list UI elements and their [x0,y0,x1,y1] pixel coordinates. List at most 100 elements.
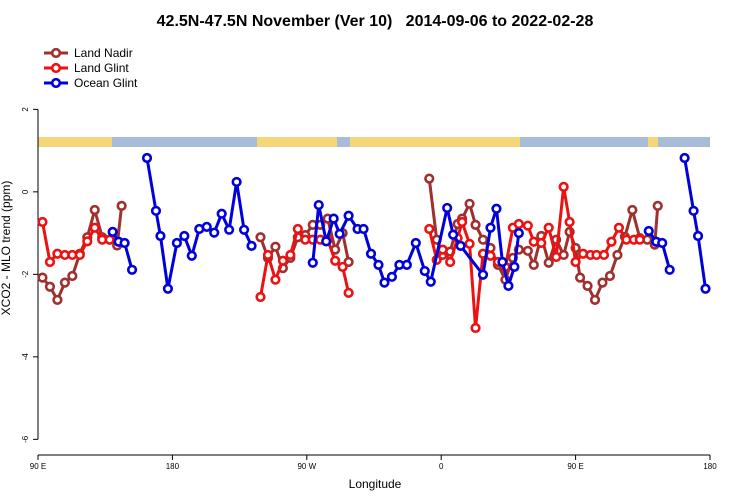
data-point [270,274,281,285]
data-point [150,205,162,216]
data-point [343,210,354,221]
data-point [464,238,475,249]
data-point [379,277,390,288]
data-point [321,236,332,247]
data-point [255,291,266,303]
data-point [457,216,468,228]
data-point [231,176,242,188]
data-point [358,223,369,235]
data-point [522,245,533,256]
data-point [155,230,166,242]
data-point [477,234,489,245]
legend-marker [50,62,62,74]
data-point [89,204,100,216]
data-point [107,226,118,237]
data-point [328,213,339,224]
data-point [606,236,617,247]
data-point [558,181,569,192]
data-point [209,227,220,238]
data-point [442,202,453,214]
data-point [509,261,520,273]
data-point [437,244,448,255]
data-point [700,283,711,294]
data-point [445,256,456,268]
data-point [582,280,593,291]
data-point [82,236,93,247]
data-point [179,230,190,242]
data-point [470,219,481,230]
data-point [424,173,435,184]
data-point [67,270,78,282]
data-point [285,249,296,261]
data-point [74,249,85,261]
data-point [528,259,539,270]
data-point [551,251,562,263]
data-point [570,256,581,268]
data-point [522,220,533,231]
legend-label: Land Nadir [74,46,133,60]
data-point [238,224,250,235]
data-point [491,203,502,214]
data-point [613,222,625,233]
data-point [37,216,48,228]
data-point [574,272,586,283]
x-tick-label: 90 E [567,462,583,471]
data-point [216,208,227,219]
map-strip [38,137,710,147]
data-point [116,200,127,211]
data-point [688,205,699,216]
data-point [564,216,575,228]
data-point [612,249,623,261]
data-point [464,198,475,209]
data-point [589,294,601,306]
data-point [37,272,48,283]
legend-label: Land Glint [74,61,129,75]
data-point [485,222,496,233]
data-point [513,218,524,230]
y-tick-label: -6 [21,435,30,443]
data-point [425,276,436,287]
y-tick-label: -2 [21,270,30,278]
data-point [201,221,212,233]
data-point [627,204,638,216]
data-point [652,200,663,211]
data-point [598,249,610,261]
data-point [334,228,345,240]
data-point [643,225,654,237]
data-point [604,270,616,282]
data-point [373,259,384,270]
data-point [330,255,341,266]
data-point [455,240,466,251]
x-tick-label: 90 E [30,462,46,471]
data-point [186,250,197,261]
y-tick-label: -4 [21,353,30,361]
x-tick-label: 180 [703,462,717,471]
data-point [419,265,430,277]
x-tick-label: 90 W [297,462,316,471]
data-point [497,256,508,268]
data-point [448,229,459,240]
data-point [597,277,608,288]
x-axis-label: Longitude [349,477,402,491]
y-tick-label: 2 [21,107,30,112]
data-point [692,230,704,242]
data-point [343,287,354,299]
legend-marker [50,47,62,59]
data-point [365,248,377,259]
legend-marker [50,77,62,89]
data-point [162,283,174,294]
data-point [657,237,668,249]
data-point [386,271,398,282]
data-point [59,277,70,288]
data-point [44,256,56,268]
data-point [664,264,675,275]
chart-title: 42.5N-47.5N November (Ver 10) 2014-09-06… [157,13,594,30]
data-point [104,234,115,245]
data-point [44,281,56,292]
data-point [307,257,318,268]
y-axis-label: XCO2 - MLO trend (ppm) [0,181,13,316]
data-point [679,152,690,164]
x-tick-label: 0 [439,462,444,471]
legend-label: Ocean Glint [74,76,138,90]
